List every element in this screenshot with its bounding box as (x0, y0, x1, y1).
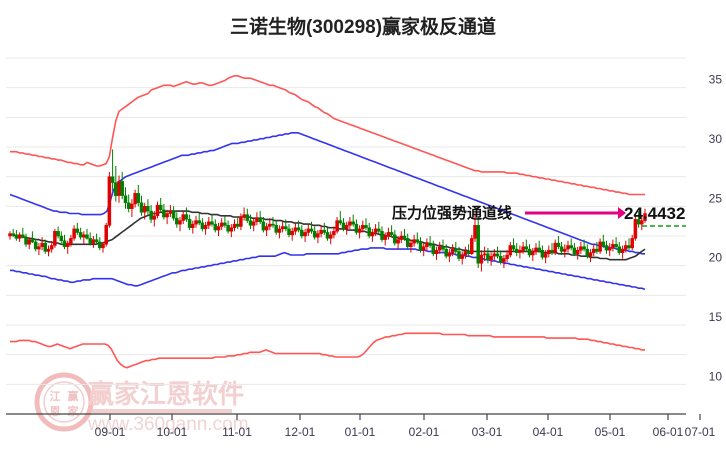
svg-text:12-01: 12-01 (285, 425, 316, 439)
svg-text:赢: 赢 (68, 389, 79, 403)
gridlines-group (6, 57, 686, 385)
svg-text:30: 30 (709, 132, 723, 146)
annotation-group: 压力位强势通道线 24.4432 (392, 204, 685, 223)
svg-text:10: 10 (709, 369, 723, 383)
watermark-group: 江赢恩 家赢家江恩软件 www.360gann.com (34, 372, 249, 435)
svg-text:赢家江恩软件: 赢家江恩软件 (88, 379, 244, 409)
svg-text:家: 家 (68, 404, 80, 418)
x-axis-labels: 09-01 10-01 11-01 12-01 01-01 02-01 03-01 04-01… (95, 425, 716, 439)
svg-text:11-01: 11-01 (222, 425, 252, 439)
svg-text:02-01: 02-01 (409, 425, 440, 439)
channel-lines-group (9, 75, 646, 369)
svg-text:www.360gann.com: www.360gann.com (87, 414, 249, 435)
svg-text:09-01: 09-01 (95, 425, 126, 439)
svg-text:04-01: 04-01 (533, 425, 564, 439)
svg-text:压力位强势通道线: 压力位强势通道线 (392, 204, 512, 222)
svg-text:03-01: 03-01 (472, 425, 503, 439)
svg-text:江: 江 (50, 389, 61, 403)
svg-text:20: 20 (709, 251, 723, 265)
svg-text:05-01: 05-01 (595, 425, 626, 439)
svg-text:07-01: 07-01 (685, 425, 716, 439)
svg-text:15: 15 (709, 310, 723, 324)
page-title: 三诺生物(300298)赢家极反通道 (229, 17, 497, 38)
svg-text:24.4432: 24.4432 (624, 204, 685, 223)
svg-text:25: 25 (709, 191, 723, 205)
candlestick-series (8, 149, 647, 272)
svg-text:10-01: 10-01 (157, 425, 188, 439)
svg-text:06-01: 06-01 (653, 425, 684, 439)
svg-text:35: 35 (709, 73, 723, 87)
y-axis-labels: 35 30 25 20 15 10 (709, 73, 723, 384)
axis-group (6, 413, 701, 420)
svg-text:恩: 恩 (50, 405, 61, 418)
svg-text:01-01: 01-01 (345, 425, 376, 439)
